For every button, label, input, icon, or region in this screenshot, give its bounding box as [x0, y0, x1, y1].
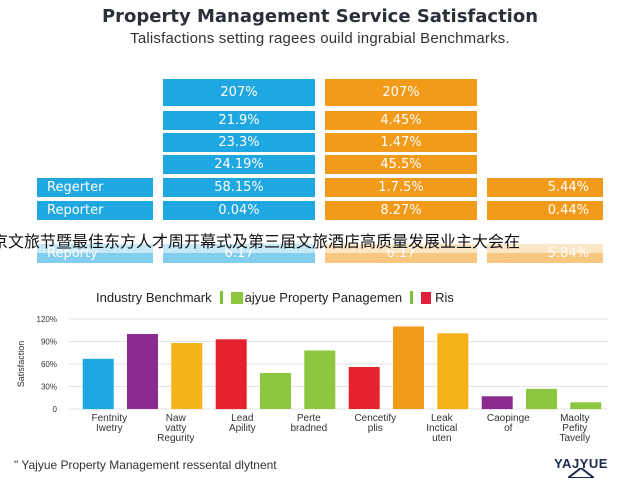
y-tick-label: 0 — [53, 405, 58, 414]
table-cell: 45.5% — [325, 155, 477, 174]
x-tick-label: Fentnity Iwetry — [92, 413, 128, 434]
x-tick-label: Maolty Pefity Tavelly — [560, 413, 591, 444]
bar — [304, 350, 336, 409]
legend-separator — [410, 291, 414, 304]
table-cell: 23.3% — [163, 133, 315, 152]
overlay-banner-text: 京文旅节暨最佳东方人才周开幕式及第三届文旅酒店高质量发展业主大会在 — [0, 231, 640, 253]
chart-title: Property Management Service Satisfaction — [101, 6, 539, 27]
table-row-label: Reporter — [37, 201, 153, 220]
footer-note: " Yajyue Property Management ressental d… — [14, 458, 277, 472]
table-cell: 24.19% — [163, 155, 315, 174]
legend-swatch-green — [230, 291, 243, 304]
y-tick-label: 90% — [41, 338, 57, 347]
x-tick-label: Perte bradned — [290, 413, 327, 434]
y-tick-label: 30% — [41, 383, 57, 392]
table-header-orange: 207% — [325, 79, 477, 106]
y-axis-label: Satisfaction — [16, 341, 26, 388]
chart-subtitle: Talisfactions setting ragees ouild ingra… — [130, 30, 510, 47]
table-cell: 21.9% — [163, 111, 315, 130]
legend-item-label: ajyue Property Panagemen — [244, 290, 403, 305]
bar — [127, 334, 158, 409]
bar — [348, 367, 380, 409]
x-tick-label: Caopinge of — [487, 413, 530, 434]
bar — [481, 396, 513, 410]
bar — [82, 358, 114, 410]
table-cell: 0.04% — [163, 201, 315, 220]
x-tick-label: Leak Inctical uten — [426, 413, 457, 444]
brand-logo: YAJYUE — [554, 456, 608, 471]
legend-title: Industry Benchmark — [96, 290, 212, 305]
bar — [171, 343, 203, 409]
bar — [260, 373, 291, 409]
bar-chart: 0 30% 60% 90% 120% Satisfaction Fentnity Iwetry… — [16, 315, 608, 444]
bar — [215, 339, 247, 410]
bar — [437, 333, 469, 410]
table-cell: 1.47% — [325, 133, 477, 152]
table-row-label: Regerter — [37, 178, 153, 197]
table-cell: 58.15% — [163, 178, 315, 197]
table-cell: 0.44% — [487, 201, 603, 220]
bar — [526, 388, 557, 410]
y-tick-label: 120% — [37, 315, 57, 324]
table-cell: 4.45% — [325, 111, 477, 130]
bar — [570, 402, 602, 410]
x-tick-label: Lead Apility — [229, 413, 256, 434]
x-tick-label: Naw vatty Regurity — [157, 413, 194, 444]
logo-mark-icon — [568, 468, 594, 478]
chart-legend: Industry Benchmark ajyue Property Panage… — [96, 290, 454, 305]
x-tick-label: Cencetify plis — [354, 413, 396, 434]
table-cell: 5.44% — [487, 178, 603, 197]
table-cell: 8.27% — [325, 201, 477, 220]
table-cell: 1.7.5% — [325, 178, 477, 197]
legend-item-label: Ris — [435, 290, 454, 305]
table-header-blue: 207% — [163, 79, 315, 106]
legend-separator — [219, 291, 223, 304]
bar — [393, 326, 424, 409]
legend-swatch-red — [421, 291, 432, 304]
y-tick-label: 60% — [41, 360, 57, 369]
